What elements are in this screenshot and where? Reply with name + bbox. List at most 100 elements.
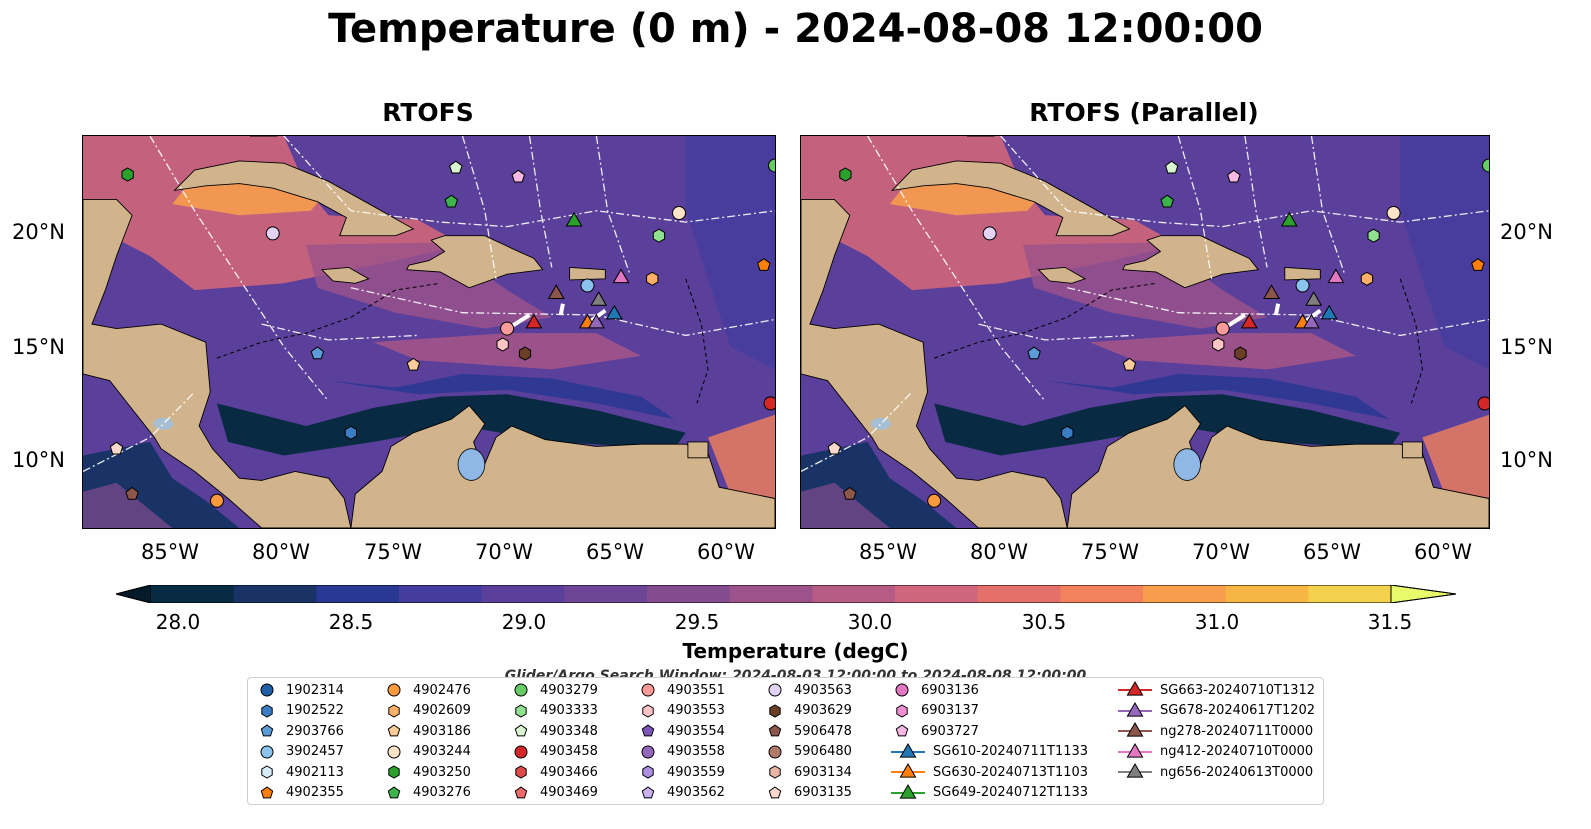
land-mass (406, 235, 544, 289)
legend-label: 6903135 (794, 785, 852, 800)
legend-item: 5906478 (764, 721, 852, 741)
legend-label: 4903458 (540, 744, 598, 759)
circle-icon (514, 683, 528, 697)
pentagon-icon (260, 785, 274, 798)
marker-SG663-20240710T1312 (1240, 313, 1258, 329)
marker-1902522 (344, 425, 357, 440)
lat-label-15n-left: 15°N (12, 335, 65, 359)
colorbar-segment (1225, 585, 1309, 603)
marker-4903276 (1160, 194, 1174, 208)
marker-4902476 (927, 493, 942, 508)
colorbar-extend-high (1390, 584, 1457, 604)
legend-label: 4903276 (413, 785, 471, 800)
colorbar-tick: 30.5 (1021, 610, 1067, 634)
lon-label-70w-left: 70°W (475, 540, 533, 564)
hexagon-icon (261, 765, 273, 779)
panel-title-left: RTOFS (382, 98, 474, 127)
marker-4903629 (518, 346, 532, 361)
hexagon-icon (769, 703, 781, 718)
legend-label: 4903333 (540, 703, 598, 718)
lon-label-65w-right: 65°W (1303, 540, 1361, 564)
legend-label: SG663-20240710T1312 (1160, 682, 1316, 698)
legend-label: ng656-20240613T0000 (1160, 764, 1314, 780)
legend-item: 3902457 (256, 742, 344, 762)
legend-label: 4903244 (413, 744, 471, 759)
marker-4903333 (652, 228, 666, 243)
legend-label: 4902609 (413, 703, 471, 718)
legend-label: SG678-20240617T1202 (1160, 703, 1316, 718)
marker-4902355 (757, 258, 771, 271)
legend-item: 4903250 (383, 762, 471, 782)
land-mass (173, 160, 415, 237)
legend-label: 6903727 (921, 723, 979, 739)
legend-item: 4902476 (383, 680, 471, 700)
marker-4902609 (1360, 271, 1374, 286)
circle-icon (514, 745, 528, 758)
legend-item: 4903276 (383, 783, 471, 803)
legend-item: 6903134 (764, 762, 852, 782)
marker-ng656-20240613T0000 (1305, 291, 1323, 306)
marker-4903563 (265, 226, 280, 241)
legend-item: 6903136 (891, 680, 979, 700)
lake (870, 417, 891, 430)
legend-label: 4903554 (667, 723, 725, 739)
legend-item: 4902113 (256, 762, 344, 782)
legend-item: 4903466 (510, 762, 598, 782)
colorbar-segment (729, 585, 813, 603)
marker-SG649-20240712T1133 (1280, 211, 1298, 227)
legend-label: 4902113 (286, 764, 344, 780)
lon-label-75w-right: 75°W (1081, 540, 1139, 564)
colorbar-tick: 28.0 (155, 610, 201, 634)
legend-item: ng656-20240613T0000 (1118, 762, 1313, 782)
legend-item: 4903554 (637, 721, 725, 741)
marker-4903279 (768, 158, 775, 173)
marker-6903727 (1227, 169, 1241, 183)
legend-item: 6903135 (764, 783, 852, 803)
marker-4903348 (449, 160, 463, 174)
marker-4903250 (839, 167, 852, 182)
lat-label-20n-right: 20°N (1500, 220, 1553, 244)
legend-label: 4903563 (794, 682, 852, 698)
legend-label: 4903551 (667, 682, 725, 698)
pentagon-icon (387, 785, 401, 798)
legend-item: 5906480 (764, 742, 852, 762)
lake (153, 417, 174, 430)
legend-item: SG630-20240713T1103 (891, 762, 1088, 782)
legend-label: 4903562 (667, 785, 725, 800)
legend-label: SG630-20240713T1103 (933, 764, 1089, 780)
legend-label: SG649-20240712T1133 (933, 785, 1089, 800)
legend-label: SG610-20240711T1133 (933, 744, 1089, 759)
marker-4902609 (646, 271, 659, 286)
colorbar-tick: 29.5 (674, 610, 720, 634)
colorbar-segment (647, 585, 731, 603)
marker-ng412-20240710T0000 (612, 268, 630, 284)
legend-label: 3902457 (286, 744, 344, 759)
circle-icon (641, 745, 655, 758)
colorbar-extend-low (115, 584, 152, 604)
colorbar-tick: 31.0 (1194, 610, 1240, 634)
legend-item: 4903629 (764, 701, 852, 721)
circle-icon (387, 683, 401, 697)
legend-label: 1902314 (286, 682, 344, 698)
land-mass (1401, 441, 1423, 459)
lon-label-75w-left: 75°W (364, 540, 422, 564)
marker-4903553 (496, 337, 509, 352)
legend-item: SG678-20240617T1202 (1118, 701, 1315, 721)
legend-item: 4903562 (637, 783, 725, 803)
lake (457, 448, 486, 481)
legend-label: 6903137 (921, 703, 979, 718)
marker-5906478 (125, 486, 139, 500)
legend-item: 4903558 (637, 742, 725, 762)
lake (1173, 448, 1201, 481)
land-mass (890, 160, 1131, 237)
triangle-line-icon (1118, 681, 1152, 696)
legend-label: 6903134 (794, 764, 852, 780)
colorbar-segment (233, 585, 317, 603)
colorbar-label: Temperature (degC) (682, 639, 909, 663)
legend-label: 4903553 (667, 703, 725, 718)
legend-item: 4903553 (637, 701, 725, 721)
legend-label: 4903629 (794, 703, 852, 718)
lat-label-10n-left: 10°N (12, 448, 65, 472)
pentagon-icon (768, 785, 782, 798)
circle-icon (260, 745, 274, 758)
